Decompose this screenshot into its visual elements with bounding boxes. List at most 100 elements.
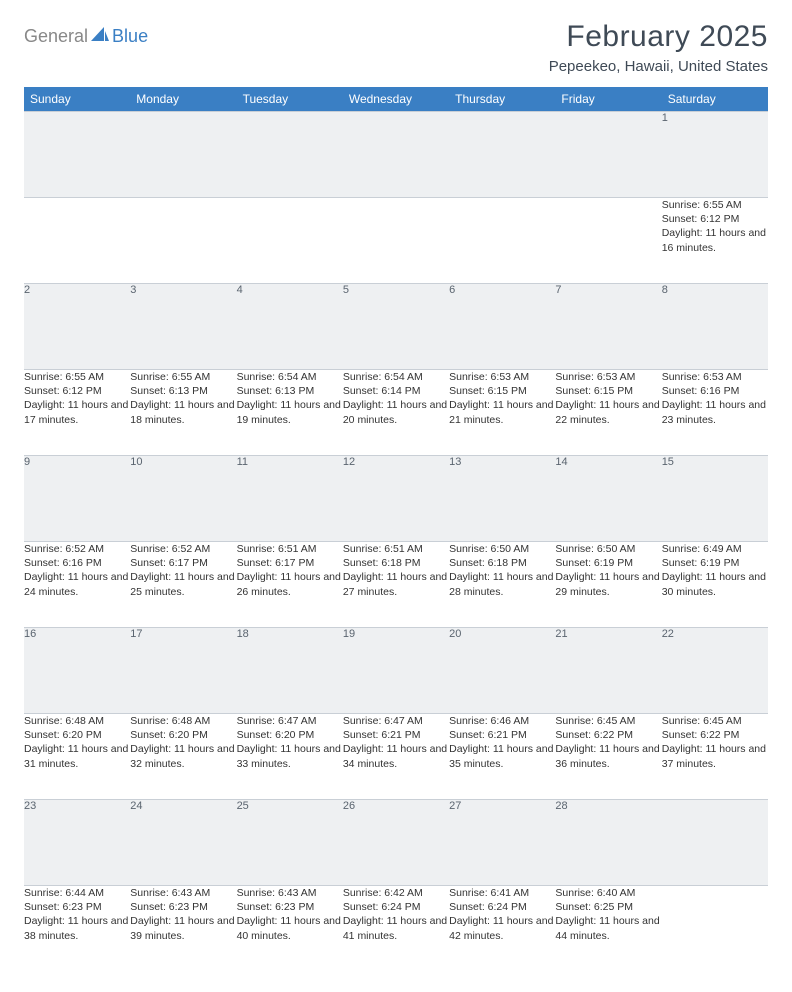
day-info-cell: Sunrise: 6:45 AMSunset: 6:22 PMDaylight:… bbox=[555, 714, 661, 800]
brand-text-general: General bbox=[24, 26, 88, 47]
daylight-line: Daylight: 11 hours and 22 minutes. bbox=[555, 398, 661, 426]
sunrise-line: Sunrise: 6:49 AM bbox=[662, 542, 768, 556]
sunset-line: Sunset: 6:21 PM bbox=[449, 728, 555, 742]
sunset-line: Sunset: 6:20 PM bbox=[24, 728, 130, 742]
brand-text-blue: Blue bbox=[112, 26, 148, 47]
day-number-cell: 4 bbox=[237, 284, 343, 370]
day-info-cell: Sunrise: 6:45 AMSunset: 6:22 PMDaylight:… bbox=[662, 714, 768, 800]
day-number-row: 2345678 bbox=[24, 284, 768, 370]
day-number-cell: 6 bbox=[449, 284, 555, 370]
daylight-line: Daylight: 11 hours and 40 minutes. bbox=[237, 914, 343, 942]
daylight-line: Daylight: 11 hours and 17 minutes. bbox=[24, 398, 130, 426]
sunset-line: Sunset: 6:25 PM bbox=[555, 900, 661, 914]
daylight-line: Daylight: 11 hours and 31 minutes. bbox=[24, 742, 130, 770]
sunrise-line: Sunrise: 6:53 AM bbox=[662, 370, 768, 384]
sunset-line: Sunset: 6:14 PM bbox=[343, 384, 449, 398]
day-number-cell: 3 bbox=[130, 284, 236, 370]
day-info-cell: Sunrise: 6:55 AMSunset: 6:12 PMDaylight:… bbox=[662, 198, 768, 284]
brand-logo: General Blue bbox=[24, 26, 148, 47]
sunset-line: Sunset: 6:19 PM bbox=[555, 556, 661, 570]
sunset-line: Sunset: 6:24 PM bbox=[343, 900, 449, 914]
daylight-line: Daylight: 11 hours and 38 minutes. bbox=[24, 914, 130, 942]
daylight-line: Daylight: 11 hours and 32 minutes. bbox=[130, 742, 236, 770]
day-number-cell: 20 bbox=[449, 628, 555, 714]
sunset-line: Sunset: 6:23 PM bbox=[24, 900, 130, 914]
day-info-cell bbox=[555, 198, 661, 284]
day-info-cell: Sunrise: 6:49 AMSunset: 6:19 PMDaylight:… bbox=[662, 542, 768, 628]
day-number-row: 232425262728 bbox=[24, 800, 768, 886]
day-info-cell bbox=[237, 198, 343, 284]
daylight-line: Daylight: 11 hours and 29 minutes. bbox=[555, 570, 661, 598]
day-number-cell: 18 bbox=[237, 628, 343, 714]
daylight-line: Daylight: 11 hours and 28 minutes. bbox=[449, 570, 555, 598]
sunrise-line: Sunrise: 6:55 AM bbox=[130, 370, 236, 384]
sunrise-line: Sunrise: 6:44 AM bbox=[24, 886, 130, 900]
day-number-cell: 9 bbox=[24, 456, 130, 542]
day-info-cell: Sunrise: 6:55 AMSunset: 6:13 PMDaylight:… bbox=[130, 370, 236, 456]
day-number-cell: 1 bbox=[662, 112, 768, 198]
day-number-cell: 2 bbox=[24, 284, 130, 370]
sunset-line: Sunset: 6:13 PM bbox=[130, 384, 236, 398]
sunrise-line: Sunrise: 6:42 AM bbox=[343, 886, 449, 900]
day-number-cell: 28 bbox=[555, 800, 661, 886]
day-number-row: 1 bbox=[24, 112, 768, 198]
calendar-body: 1Sunrise: 6:55 AMSunset: 6:12 PMDaylight… bbox=[24, 112, 768, 972]
day-number-cell: 23 bbox=[24, 800, 130, 886]
sunrise-line: Sunrise: 6:41 AM bbox=[449, 886, 555, 900]
day-number-cell: 17 bbox=[130, 628, 236, 714]
sunrise-line: Sunrise: 6:54 AM bbox=[237, 370, 343, 384]
sunset-line: Sunset: 6:22 PM bbox=[555, 728, 661, 742]
sunset-line: Sunset: 6:12 PM bbox=[24, 384, 130, 398]
page-header: General Blue February 2025 Pepeekeo, Haw… bbox=[24, 20, 768, 75]
day-number-cell: 15 bbox=[662, 456, 768, 542]
daylight-line: Daylight: 11 hours and 37 minutes. bbox=[662, 742, 768, 770]
day-number-cell: 21 bbox=[555, 628, 661, 714]
day-number-cell: 7 bbox=[555, 284, 661, 370]
daylight-line: Daylight: 11 hours and 30 minutes. bbox=[662, 570, 768, 598]
daylight-line: Daylight: 11 hours and 33 minutes. bbox=[237, 742, 343, 770]
day-info-cell: Sunrise: 6:43 AMSunset: 6:23 PMDaylight:… bbox=[237, 886, 343, 972]
sunrise-line: Sunrise: 6:48 AM bbox=[130, 714, 236, 728]
day-info-cell: Sunrise: 6:51 AMSunset: 6:18 PMDaylight:… bbox=[343, 542, 449, 628]
day-info-row: Sunrise: 6:48 AMSunset: 6:20 PMDaylight:… bbox=[24, 714, 768, 800]
daylight-line: Daylight: 11 hours and 16 minutes. bbox=[662, 226, 768, 254]
sunset-line: Sunset: 6:18 PM bbox=[343, 556, 449, 570]
daylight-line: Daylight: 11 hours and 24 minutes. bbox=[24, 570, 130, 598]
day-info-cell: Sunrise: 6:50 AMSunset: 6:19 PMDaylight:… bbox=[555, 542, 661, 628]
day-info-cell: Sunrise: 6:43 AMSunset: 6:23 PMDaylight:… bbox=[130, 886, 236, 972]
sunrise-line: Sunrise: 6:45 AM bbox=[555, 714, 661, 728]
day-info-cell: Sunrise: 6:50 AMSunset: 6:18 PMDaylight:… bbox=[449, 542, 555, 628]
sunset-line: Sunset: 6:17 PM bbox=[130, 556, 236, 570]
sunset-line: Sunset: 6:15 PM bbox=[449, 384, 555, 398]
weekday-header-row: Sunday Monday Tuesday Wednesday Thursday… bbox=[24, 87, 768, 112]
sunrise-line: Sunrise: 6:52 AM bbox=[24, 542, 130, 556]
day-number-cell: 27 bbox=[449, 800, 555, 886]
sunset-line: Sunset: 6:19 PM bbox=[662, 556, 768, 570]
daylight-line: Daylight: 11 hours and 18 minutes. bbox=[130, 398, 236, 426]
sunrise-line: Sunrise: 6:40 AM bbox=[555, 886, 661, 900]
day-info-row: Sunrise: 6:44 AMSunset: 6:23 PMDaylight:… bbox=[24, 886, 768, 972]
sunrise-line: Sunrise: 6:47 AM bbox=[343, 714, 449, 728]
calendar-page: General Blue February 2025 Pepeekeo, Haw… bbox=[0, 0, 792, 992]
sunrise-line: Sunrise: 6:55 AM bbox=[662, 198, 768, 212]
day-info-cell: Sunrise: 6:52 AMSunset: 6:16 PMDaylight:… bbox=[24, 542, 130, 628]
day-info-cell bbox=[449, 198, 555, 284]
daylight-line: Daylight: 11 hours and 36 minutes. bbox=[555, 742, 661, 770]
sunrise-line: Sunrise: 6:50 AM bbox=[449, 542, 555, 556]
day-info-cell bbox=[24, 198, 130, 284]
day-number-row: 16171819202122 bbox=[24, 628, 768, 714]
sunset-line: Sunset: 6:20 PM bbox=[130, 728, 236, 742]
day-info-cell: Sunrise: 6:44 AMSunset: 6:23 PMDaylight:… bbox=[24, 886, 130, 972]
sunrise-line: Sunrise: 6:54 AM bbox=[343, 370, 449, 384]
sunset-line: Sunset: 6:13 PM bbox=[237, 384, 343, 398]
location-text: Pepeekeo, Hawaii, United States bbox=[549, 58, 768, 75]
day-info-cell: Sunrise: 6:51 AMSunset: 6:17 PMDaylight:… bbox=[237, 542, 343, 628]
daylight-line: Daylight: 11 hours and 42 minutes. bbox=[449, 914, 555, 942]
daylight-line: Daylight: 11 hours and 19 minutes. bbox=[237, 398, 343, 426]
sunrise-line: Sunrise: 6:47 AM bbox=[237, 714, 343, 728]
day-number-cell bbox=[662, 800, 768, 886]
day-info-cell: Sunrise: 6:48 AMSunset: 6:20 PMDaylight:… bbox=[24, 714, 130, 800]
day-number-cell: 14 bbox=[555, 456, 661, 542]
day-number-cell: 13 bbox=[449, 456, 555, 542]
daylight-line: Daylight: 11 hours and 26 minutes. bbox=[237, 570, 343, 598]
